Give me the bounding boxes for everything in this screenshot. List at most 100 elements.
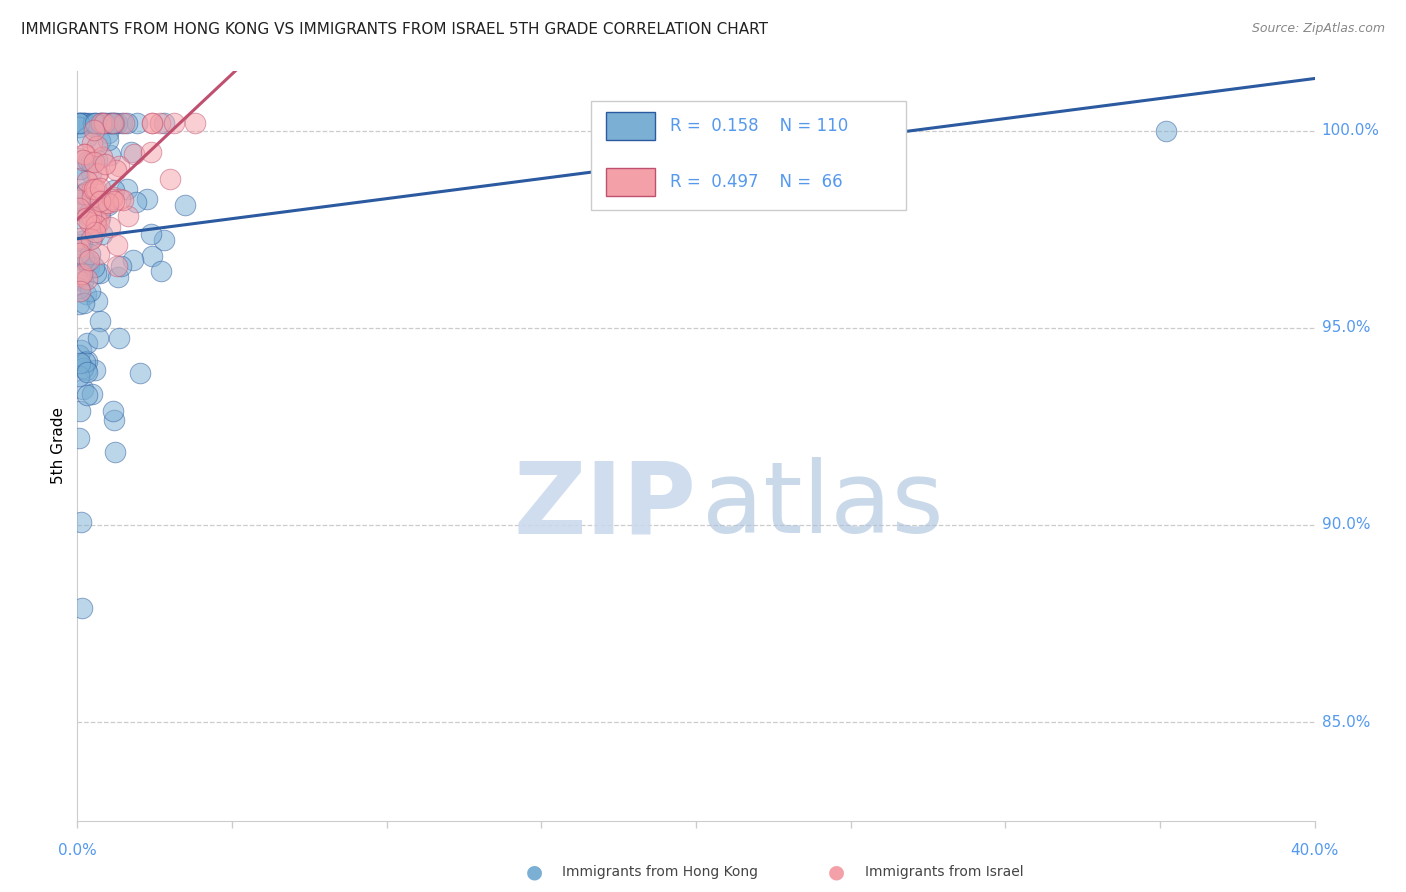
Point [115,182,138,196]
Point [112,115,135,129]
FancyBboxPatch shape [606,168,655,196]
Point [72,115,94,129]
Point [75,211,97,226]
Point [94,115,117,129]
Point [67,120,90,134]
Point [105,260,128,274]
Point [103,115,125,129]
Point [89,204,111,219]
Point [73,115,96,129]
Point [97,126,120,140]
Y-axis label: 5th Grade: 5th Grade [51,408,66,484]
Point [86,293,108,308]
Point [103,115,125,129]
Text: 100.0%: 100.0% [1322,123,1379,138]
Point [73,252,96,267]
Text: 0.0%: 0.0% [58,843,97,858]
Point [122,252,145,267]
Point [82,136,104,151]
Point [72,383,94,397]
Point [69,356,91,370]
Point [67,115,90,129]
Point [75,362,97,376]
Point [69,162,91,177]
Point [69,231,91,245]
Point [69,223,91,237]
Point [152,115,174,129]
Point [72,601,94,615]
Point [90,115,112,129]
Point [76,173,98,187]
Text: Immigrants from Israel: Immigrants from Israel [865,865,1024,880]
Point [94,195,117,210]
Point [67,115,90,129]
Point [69,237,91,252]
Point [69,284,91,298]
Point [101,115,124,129]
Point [76,387,98,401]
Point [70,515,93,529]
Point [67,115,90,129]
FancyBboxPatch shape [606,112,655,140]
Point [69,343,91,357]
Point [107,115,129,129]
Point [86,138,108,153]
Point [77,154,100,169]
Point [129,367,152,381]
Point [87,331,110,345]
Point [80,154,103,169]
Point [70,200,93,214]
Point [153,233,176,247]
Point [90,115,112,129]
Point [72,153,94,167]
Text: 40.0%: 40.0% [1291,843,1339,858]
Point [139,145,162,159]
Point [84,115,107,129]
Point [87,166,110,180]
Point [80,209,103,223]
Point [108,331,131,345]
Point [83,120,105,135]
Point [94,157,117,171]
Point [77,115,100,129]
Point [87,215,110,229]
Text: 95.0%: 95.0% [1322,320,1369,335]
Point [77,260,100,274]
Point [84,211,107,226]
Point [86,182,108,196]
Point [67,245,90,260]
Point [76,130,98,145]
Point [89,266,111,280]
Point [89,181,111,195]
Point [76,253,98,268]
Point [84,216,107,230]
Point [67,281,90,295]
Point [110,115,132,129]
Point [149,115,172,129]
Point [86,167,108,181]
Point [75,286,97,301]
Point [103,194,125,208]
Text: atlas: atlas [702,458,943,555]
Point [75,115,97,129]
Point [76,209,98,223]
Point [67,272,90,286]
Point [70,267,93,281]
Point [76,335,98,350]
Point [125,115,148,129]
Point [89,314,111,328]
Point [67,151,90,165]
Point [101,115,124,129]
Point [93,115,115,129]
Point [72,186,94,201]
Point [149,264,172,278]
Point [70,192,93,206]
Text: 85.0%: 85.0% [1322,714,1369,730]
Point [84,363,107,377]
Text: ●: ● [828,863,845,882]
Point [89,194,111,208]
Point [77,207,100,221]
Point [100,220,122,235]
Point [72,115,94,129]
Point [97,198,120,212]
